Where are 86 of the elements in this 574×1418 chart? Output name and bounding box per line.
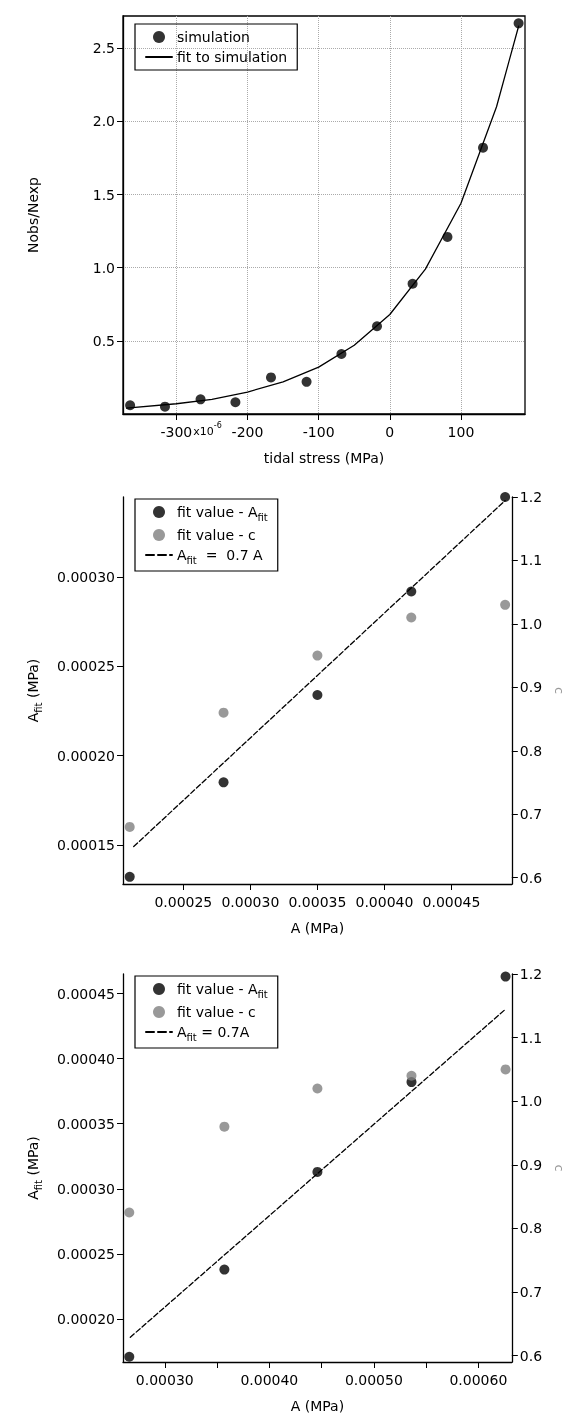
point <box>406 612 417 623</box>
y-axis-title: Afit (MPa) <box>25 658 44 723</box>
point <box>500 599 511 610</box>
point <box>372 321 383 332</box>
x-tick-label: 0.00045 <box>422 894 481 910</box>
point <box>312 1083 323 1094</box>
x-tick-label: 0.00030 <box>221 894 280 910</box>
y2-tick-label: 0.7 <box>519 1284 543 1301</box>
y-tick-label: 0.5 <box>92 332 115 349</box>
x-tick-label: 0.00025 <box>154 894 213 910</box>
point <box>336 349 347 359</box>
point <box>124 1207 135 1218</box>
y2-axis-title: c <box>552 686 567 695</box>
point <box>312 1166 323 1177</box>
y2-tick-label: 1.0 <box>519 615 543 632</box>
x-tick-label: -300 <box>160 424 193 440</box>
y2-tick-label: 1.0 <box>519 1093 543 1110</box>
y-tick-label: 0.00030 <box>57 569 115 586</box>
y-tick-label: 2.5 <box>92 40 115 57</box>
y2-tick-label: 0.9 <box>519 1156 543 1173</box>
point <box>513 18 524 29</box>
point <box>124 1351 135 1362</box>
y-axis-title: Nobs/Nexp <box>25 176 41 253</box>
y2-tick-label: 0.6 <box>519 869 543 886</box>
y2-tick-label: 0.7 <box>519 806 543 823</box>
point <box>159 401 170 412</box>
y-tick-label: 0.00025 <box>57 658 115 675</box>
point <box>312 689 323 700</box>
y-tick-label: 1.0 <box>92 259 115 276</box>
y-tick-label: 0.00025 <box>57 1245 115 1262</box>
point <box>478 142 489 153</box>
point <box>406 1070 417 1081</box>
legend-label: fit to simulation <box>177 49 288 65</box>
y2-tick-label: 1.1 <box>519 552 543 569</box>
point <box>218 777 229 788</box>
point <box>500 971 511 982</box>
x-tick-label: -100 <box>302 424 335 440</box>
y-tick-label: 2.0 <box>92 113 115 130</box>
y-tick-label: 0.00020 <box>57 747 115 764</box>
legend-label: simulation <box>177 29 250 45</box>
point <box>219 1264 230 1275</box>
x-tick-label: 0 <box>385 424 395 440</box>
y-tick-label: 0.00040 <box>57 1050 115 1067</box>
x-tick-label: 0.00050 <box>344 1372 403 1388</box>
point <box>124 871 135 882</box>
x-tick-label: 0.00035 <box>288 894 347 910</box>
legend-label: fit value - c <box>177 1004 256 1020</box>
point <box>124 821 135 832</box>
point <box>500 1064 511 1075</box>
y-tick-label: 0.00030 <box>57 1180 115 1197</box>
y2-tick-label: 1.2 <box>519 966 543 982</box>
y-tick-label: 1.5 <box>92 186 115 203</box>
x-tick-label: 0.00040 <box>355 894 414 910</box>
y2-tick-label: 0.8 <box>519 1220 543 1237</box>
point <box>195 394 206 405</box>
point <box>312 650 323 661</box>
y2-tick-label: 0.6 <box>519 1347 543 1364</box>
x-tick-label: 0.00060 <box>449 1372 508 1388</box>
x-axis-title: tidal stress (MPa) <box>263 450 385 466</box>
x-axis-title: A (MPa) <box>290 1398 345 1414</box>
point <box>266 372 276 383</box>
y-tick-label: 0.00045 <box>57 985 115 1002</box>
y2-tick-label: 0.9 <box>519 679 543 696</box>
x-tick-label: 100 <box>447 424 475 440</box>
point <box>218 707 229 718</box>
point <box>301 376 312 387</box>
x-tick-label: 0.00040 <box>240 1372 299 1388</box>
x-tick-label: 0.00030 <box>135 1372 194 1388</box>
point <box>125 400 136 411</box>
y2-tick-label: 1.1 <box>519 1029 543 1046</box>
y-tick-label: 0.00020 <box>57 1311 115 1328</box>
y2-axis-title: c <box>552 1164 567 1172</box>
x-tick-label: -200 <box>231 424 264 440</box>
point <box>442 231 453 242</box>
y2-tick-label: 1.2 <box>519 489 543 505</box>
legend-label: fit value - c <box>177 527 256 543</box>
point <box>406 586 417 597</box>
point <box>500 492 511 502</box>
y-tick-label: 0.00035 <box>57 1115 115 1132</box>
point <box>230 397 241 408</box>
point <box>219 1121 230 1132</box>
y-axis-title: Afit (MPa) <box>25 1136 44 1200</box>
point <box>407 278 418 289</box>
y2-tick-label: 0.8 <box>519 742 543 759</box>
x-axis-title: A (MPa) <box>290 920 345 936</box>
y-tick-label: 0.00015 <box>57 836 115 853</box>
